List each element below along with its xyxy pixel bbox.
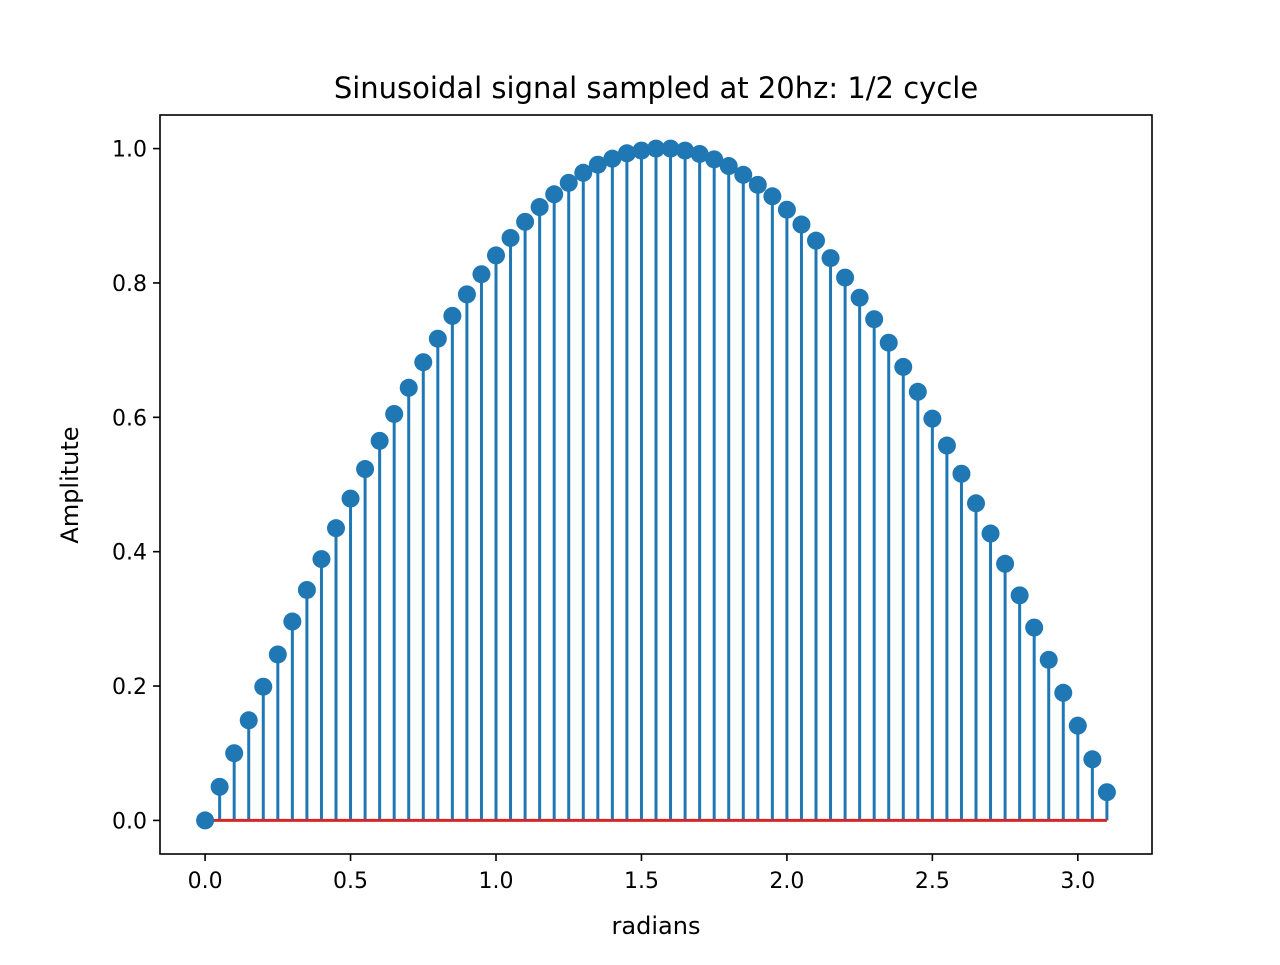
stem-marker [443, 306, 462, 325]
stem-marker [1054, 683, 1073, 702]
stem-marker [676, 141, 695, 160]
x-tick-label: 0.0 [188, 869, 223, 894]
stem-marker [516, 212, 535, 231]
stem-marker [705, 150, 724, 169]
stem-marker [792, 215, 811, 234]
stem-marker [268, 645, 287, 664]
stem-marker [981, 524, 1000, 543]
stem-marker [428, 329, 447, 348]
stem-marker [1025, 618, 1044, 637]
axis-ticks: 0.0 0.5 1.0 1.5 2.0 2.5 3.0 0.0 0.2 0.4 0.6 0.8 1.0 [112, 138, 1095, 894]
x-tick-label: 1.5 [624, 869, 659, 894]
stem-marker [952, 464, 971, 483]
stem-marker [603, 149, 622, 168]
stem-marker [647, 139, 665, 158]
stem-marker [356, 460, 375, 479]
stem-marker [327, 519, 345, 538]
stem-marker [690, 144, 709, 163]
y-tick-label: 0.8 [112, 272, 147, 297]
x-tick-label: 2.0 [769, 869, 804, 894]
stem-marker [661, 139, 680, 158]
stem-marker [617, 144, 636, 163]
stem-marker [1083, 750, 1102, 769]
stem-marker [763, 187, 782, 206]
stem-marker [865, 310, 884, 329]
stem-marker [574, 163, 593, 182]
stem-marker [210, 777, 229, 796]
stem-marker [457, 285, 476, 304]
stem-marker [254, 677, 273, 696]
stem-marker [894, 357, 913, 376]
stem-marker [312, 550, 331, 569]
stem-marker [836, 268, 855, 287]
stem-marker [297, 580, 316, 599]
x-tick-label: 3.0 [1060, 869, 1095, 894]
stem-marker [487, 246, 505, 265]
y-tick-label: 0.6 [112, 406, 147, 431]
stem-marker [530, 198, 549, 217]
y-tick-label: 0.4 [112, 541, 147, 566]
stem-marker [632, 141, 651, 160]
stem-marker [399, 378, 418, 397]
stem-marker [225, 744, 244, 763]
y-tick-label: 0.0 [112, 809, 147, 834]
stem-marker [196, 811, 215, 830]
y-tick-label: 0.2 [112, 675, 147, 700]
stem-marker [734, 165, 753, 184]
stem-marker [937, 436, 956, 455]
stem-marker [777, 200, 796, 219]
stem-marker [1097, 783, 1116, 802]
stem-marker [1010, 586, 1029, 605]
stem-marker [879, 333, 898, 352]
stem-marker [807, 231, 825, 250]
stem-marker [923, 409, 942, 428]
stem-marker [239, 711, 258, 730]
stem-marker [545, 185, 564, 204]
stem-marker [559, 173, 578, 192]
x-axis-label: radians [612, 912, 701, 940]
stem-marker [821, 249, 840, 268]
stem-marker [1039, 650, 1058, 669]
stem-marker [283, 612, 302, 631]
x-tick-label: 1.0 [479, 869, 514, 894]
chart-title: Sinusoidal signal sampled at 20hz: 1/2 c… [334, 71, 978, 105]
stem-marker [341, 489, 360, 508]
stem-marker [1068, 716, 1087, 735]
stem-marker [850, 288, 869, 307]
plot-marks [196, 139, 1116, 830]
stem-marker [967, 494, 985, 513]
stem-marker [588, 155, 607, 174]
y-tick-label: 1.0 [112, 138, 147, 163]
stem-marker [719, 157, 738, 176]
stem-marker [996, 554, 1015, 573]
stem-marker [370, 431, 389, 450]
stem-marker [414, 353, 433, 372]
stem-marker [501, 228, 520, 247]
axes-frame [159, 114, 1153, 855]
stem-marker [908, 382, 927, 401]
stem-marker [748, 175, 767, 194]
stem-marker [385, 404, 404, 423]
y-axis-label: Amplitute [56, 426, 84, 543]
x-tick-label: 2.5 [915, 869, 950, 894]
stem-marker [472, 265, 491, 284]
x-tick-label: 0.5 [333, 869, 368, 894]
